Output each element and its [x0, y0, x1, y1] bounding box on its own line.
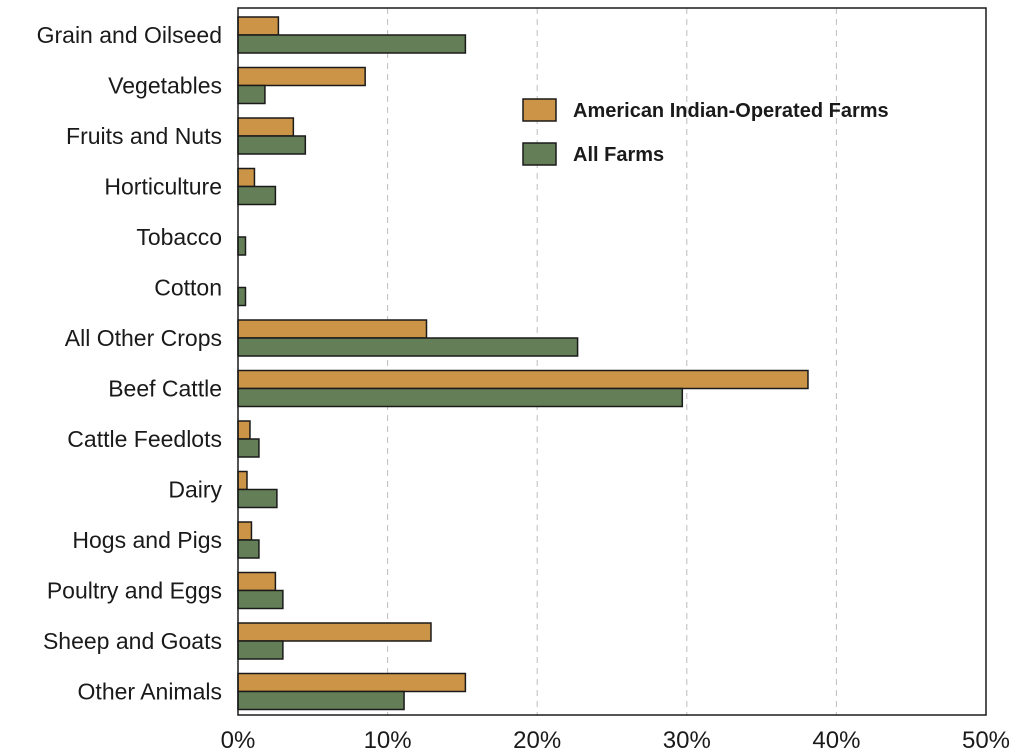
grid-lines	[387, 8, 837, 715]
x-tick-label: 50%	[962, 727, 1010, 754]
category-label: Dairy	[168, 477, 222, 503]
category-label: Cattle Feedlots	[67, 426, 222, 452]
bar-all-farms	[237, 387, 684, 408]
legend-label: American Indian-Operated Farms	[573, 100, 889, 122]
bar-all-farms	[237, 539, 260, 559]
category-label: Vegetables	[108, 73, 222, 99]
bar-all-farms	[237, 286, 247, 307]
x-tick-label: 40%	[812, 727, 860, 754]
bar-all-farms	[237, 34, 467, 54]
bar-american-indian	[237, 16, 280, 36]
legend: American Indian-Operated Farms All Farms	[522, 98, 889, 166]
category-label: Beef Cattle	[108, 376, 222, 402]
category-label: Poultry and Eggs	[47, 578, 222, 604]
category-label: Other Animals	[78, 679, 222, 705]
category-label: Fruits and Nuts	[66, 123, 222, 149]
category-label: Tobacco	[136, 224, 222, 250]
legend-label: All Farms	[573, 144, 664, 166]
category-label: Grain and Oilseed	[37, 22, 222, 48]
bar-american-indian	[237, 420, 251, 440]
category-label: Horticulture	[104, 174, 222, 200]
bar-american-indian	[237, 521, 253, 541]
x-tick-label: 10%	[364, 727, 412, 754]
legend-swatch	[522, 98, 557, 122]
bar-american-indian	[237, 672, 467, 693]
bar-all-farms	[237, 690, 405, 711]
bar-all-farms	[237, 488, 278, 509]
bar-american-indian	[237, 167, 256, 188]
bar-american-indian	[237, 622, 432, 642]
plot-frame	[237, 7, 987, 716]
bars	[237, 16, 809, 711]
bar-all-farms	[237, 337, 579, 357]
bar-all-farms	[237, 135, 307, 155]
bar-all-farms	[237, 84, 266, 105]
bar-american-indian	[237, 470, 248, 491]
x-tick-label: 20%	[513, 727, 561, 754]
category-label: All Other Crops	[65, 325, 222, 351]
bar-all-farms	[237, 185, 277, 206]
category-labels: Grain and Oilseed Vegetables Fruits and Nu…	[37, 22, 223, 705]
category-label: Sheep and Goats	[43, 628, 222, 654]
bar-all-farms	[237, 640, 284, 660]
bar-all-farms	[237, 589, 284, 610]
x-tick-labels: 0% 10% 20% 30% 40% 50%	[221, 727, 1010, 754]
bar-american-indian	[237, 117, 295, 137]
bar-american-indian	[237, 319, 428, 339]
bar-american-indian	[237, 369, 809, 390]
bar-american-indian	[237, 66, 366, 87]
legend-swatch	[522, 142, 557, 166]
bar-all-farms	[237, 438, 260, 458]
bar-all-farms	[237, 236, 247, 256]
bar-american-indian	[237, 571, 277, 592]
x-tick-label: 0%	[221, 727, 256, 754]
x-tick-label: 30%	[663, 727, 711, 754]
category-label: Cotton	[154, 275, 222, 301]
category-label: Hogs and Pigs	[72, 527, 222, 553]
